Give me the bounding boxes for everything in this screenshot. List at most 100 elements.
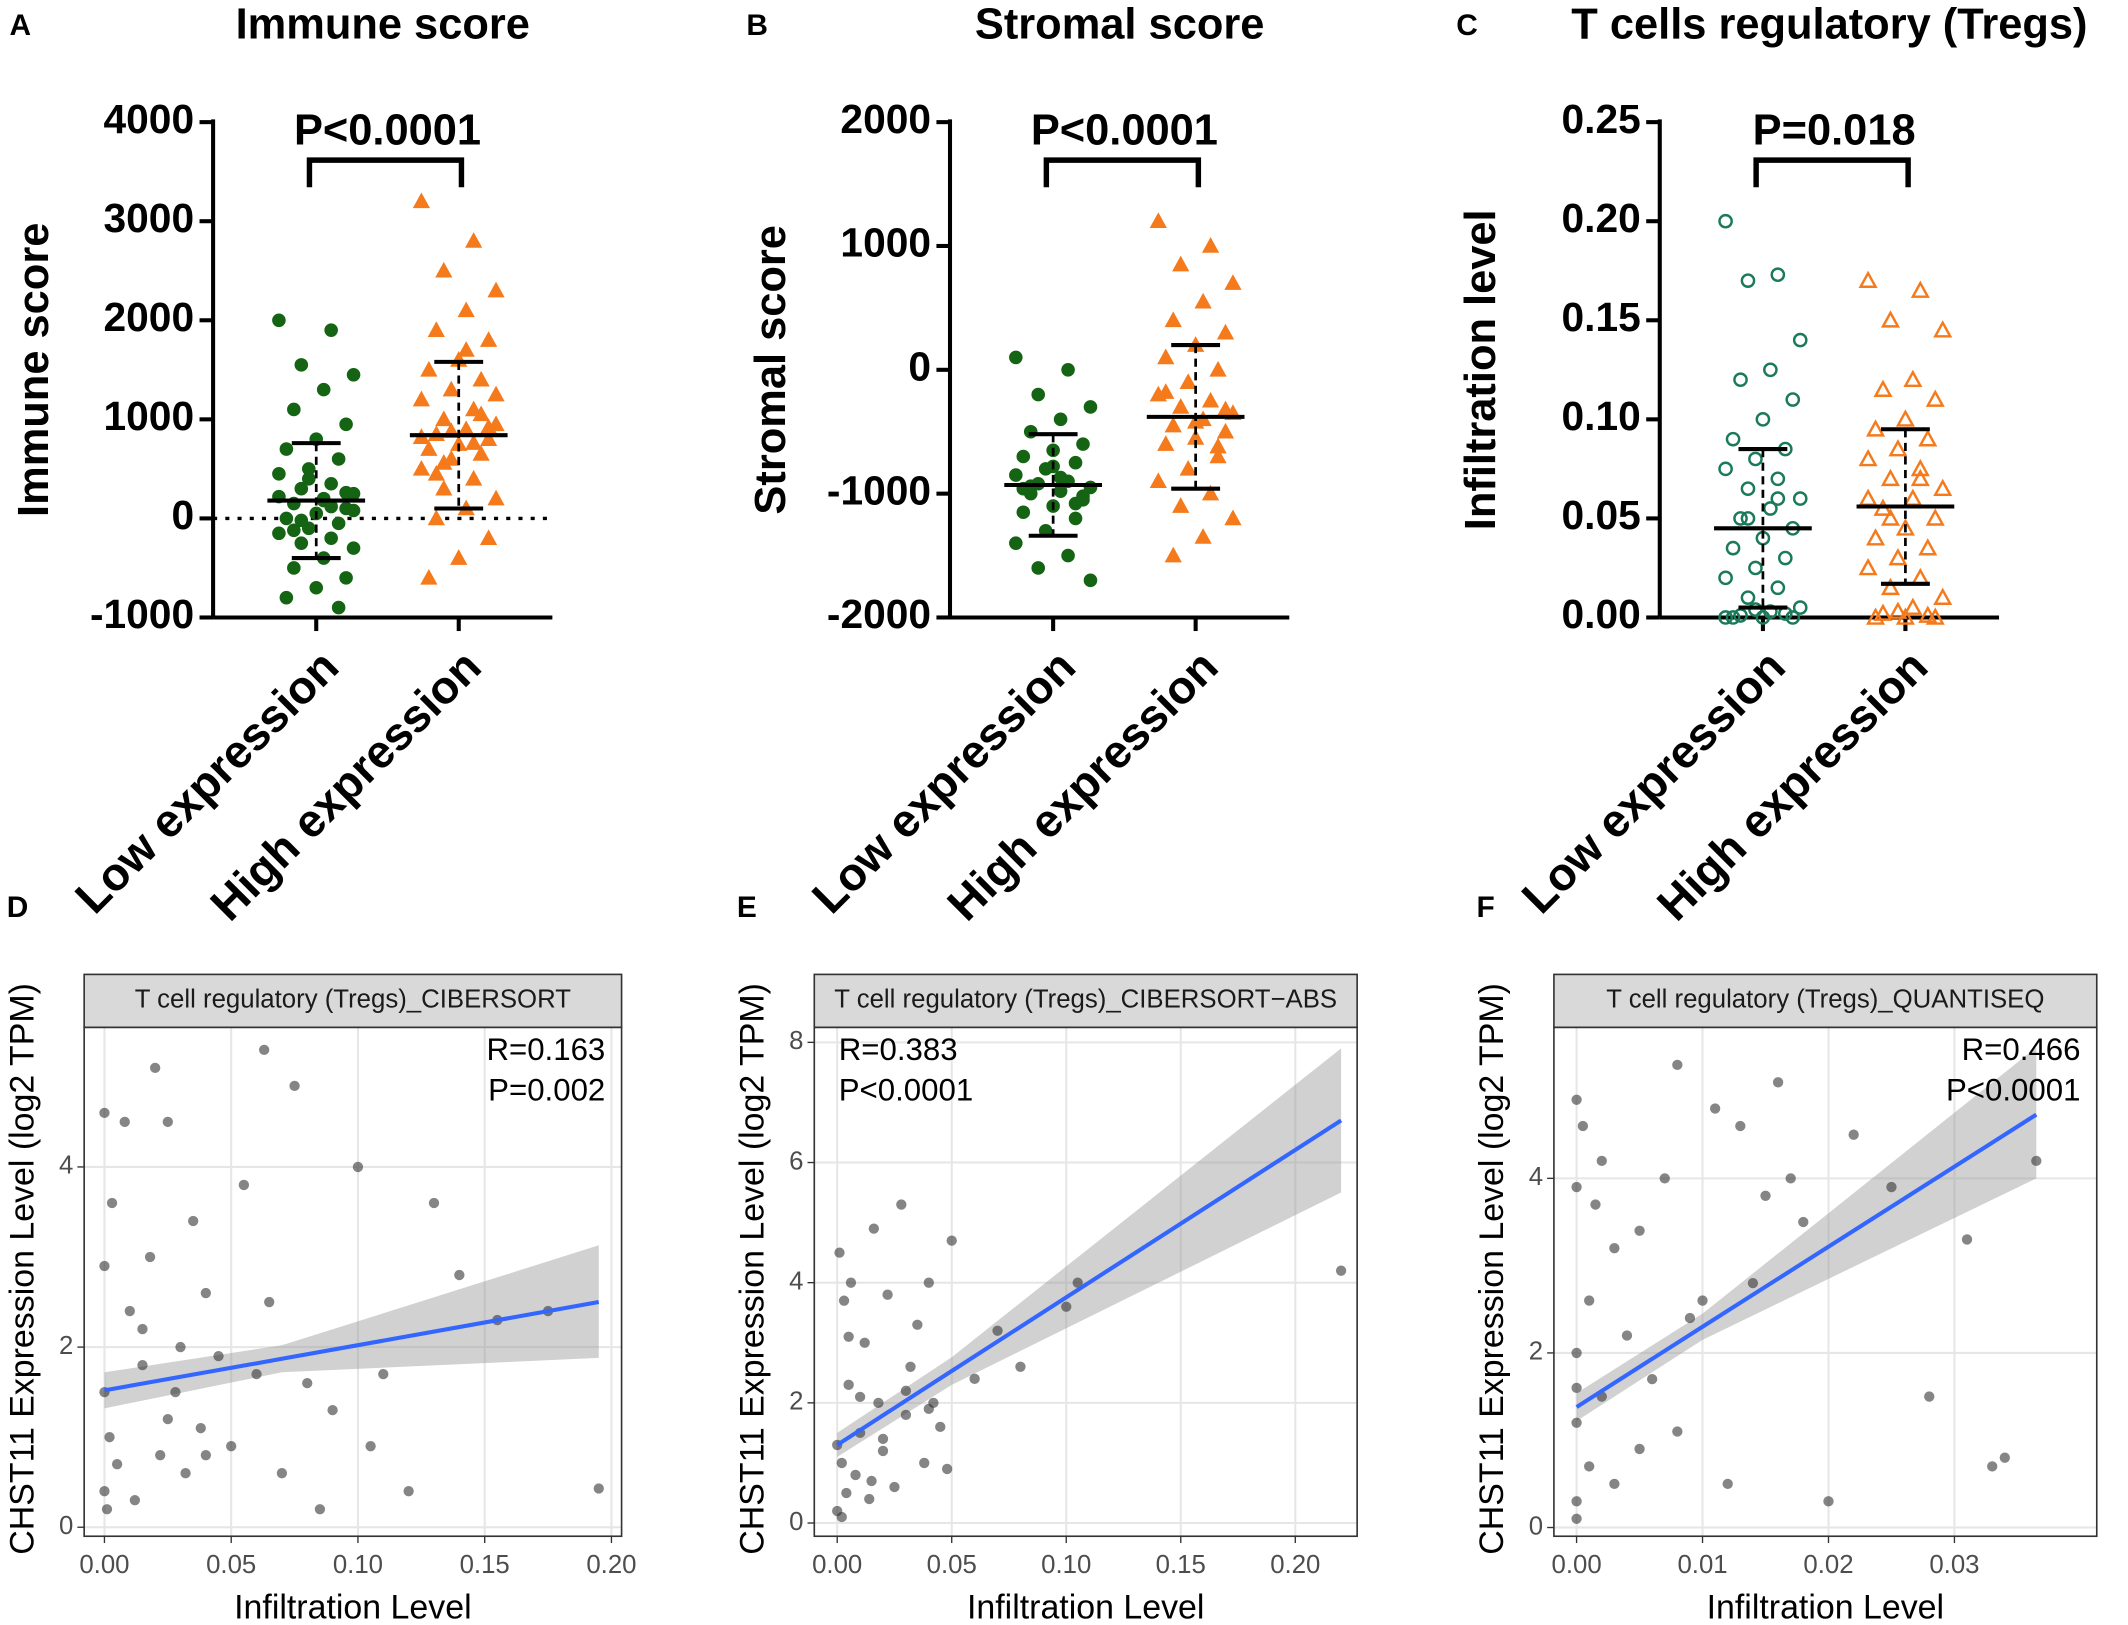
data-point xyxy=(1577,1120,1589,1132)
data-point xyxy=(1770,580,1786,596)
data-point xyxy=(1886,1181,1897,1193)
data-point xyxy=(435,261,453,278)
data-point xyxy=(427,464,445,481)
y-tick-label: 8 xyxy=(789,1027,803,1055)
data-point xyxy=(900,1385,912,1396)
data-point xyxy=(378,1368,389,1380)
data-point xyxy=(412,390,431,407)
data-point xyxy=(1596,1155,1607,1167)
data-point xyxy=(1609,1243,1620,1254)
stat-label: P=0.002 xyxy=(488,1073,605,1108)
data-point xyxy=(1031,387,1046,402)
data-point xyxy=(442,380,460,397)
data-point xyxy=(1179,460,1197,476)
y-tick-label: 6 xyxy=(789,1147,803,1175)
data-point xyxy=(1888,548,1908,566)
data-point xyxy=(1172,398,1190,414)
strip-title: T cell regulatory (Tregs)_CIBERSORT−ABS xyxy=(834,986,1337,1014)
data-point xyxy=(1718,570,1733,586)
data-point xyxy=(873,1397,884,1409)
data-point xyxy=(1961,1234,1973,1245)
data-point xyxy=(331,516,346,531)
data-point xyxy=(841,1487,852,1499)
stat-label: R=0.163 xyxy=(486,1032,605,1067)
data-point xyxy=(1740,511,1756,526)
data-point xyxy=(1061,363,1075,377)
y-tick-label: 4 xyxy=(789,1268,803,1296)
data-point xyxy=(1823,1496,1834,1507)
data-point xyxy=(1609,1478,1620,1490)
data-point xyxy=(1910,458,1930,477)
x-tick-label: 0.05 xyxy=(927,1551,977,1579)
data-point xyxy=(1053,470,1068,485)
data-point xyxy=(119,1116,130,1128)
data-point xyxy=(200,1450,212,1461)
stat-label: P<0.0001 xyxy=(1946,1073,2080,1108)
data-point xyxy=(420,568,438,585)
y-tick-label: 2000 xyxy=(840,96,931,142)
data-point xyxy=(276,1468,288,1479)
fit-line xyxy=(104,1300,600,1393)
data-point xyxy=(843,1379,854,1390)
data-point xyxy=(1895,409,1915,427)
data-point xyxy=(1149,212,1167,228)
data-point xyxy=(1755,412,1771,427)
data-point xyxy=(912,1319,923,1330)
y-tick-label: 4 xyxy=(1529,1163,1543,1191)
y-axis-label: Immune score xyxy=(10,223,58,517)
significance-label: P<0.0001 xyxy=(294,106,481,154)
data-point xyxy=(1157,435,1175,451)
y-tick-label: 2000 xyxy=(104,294,195,340)
data-point xyxy=(1910,468,1930,487)
y-tick-label: 0.25 xyxy=(1562,96,1641,142)
data-point xyxy=(1725,431,1741,447)
data-point xyxy=(104,1432,115,1443)
y-axis-label: CHST11 Expression Level (log2 TPM) xyxy=(1473,983,1511,1555)
data-point xyxy=(1172,255,1190,272)
data-point xyxy=(1571,1417,1582,1428)
x-axis-label: Infiltration Level xyxy=(234,1588,471,1625)
data-point xyxy=(889,1481,900,1493)
data-point xyxy=(1201,237,1220,253)
data-point xyxy=(992,1325,1003,1336)
x-tick-label: 0.02 xyxy=(1803,1551,1853,1579)
data-point xyxy=(327,1404,338,1416)
data-point xyxy=(854,1391,866,1403)
data-point xyxy=(1866,528,1886,546)
y-axis-label: Infiltration level xyxy=(1457,209,1505,530)
data-point xyxy=(843,1331,854,1342)
data-point xyxy=(1748,451,1763,467)
data-point xyxy=(1684,1312,1696,1324)
data-point xyxy=(1873,379,1893,397)
data-point xyxy=(1634,1225,1645,1236)
y-tick-label: 4 xyxy=(59,1152,73,1180)
data-point xyxy=(99,1260,110,1272)
data-point xyxy=(1061,1301,1072,1312)
data-point xyxy=(1083,573,1098,588)
data-point xyxy=(1194,528,1212,544)
data-point xyxy=(287,561,301,575)
data-point xyxy=(155,1450,166,1461)
data-point xyxy=(838,1295,850,1306)
data-point xyxy=(1335,1265,1347,1276)
data-point xyxy=(859,1337,870,1348)
data-point xyxy=(1858,448,1878,467)
data-point xyxy=(1053,412,1068,427)
data-point xyxy=(1933,320,1953,338)
data-point xyxy=(1164,546,1182,563)
data-point xyxy=(346,541,361,555)
data-point xyxy=(1076,437,1090,451)
data-point xyxy=(99,1486,110,1497)
data-point xyxy=(188,1215,199,1227)
data-point xyxy=(137,1359,148,1371)
data-point xyxy=(1718,213,1733,229)
significance-bracket xyxy=(1753,157,1911,188)
data-point xyxy=(1718,610,1733,625)
data-point xyxy=(1733,372,1748,388)
panel-label: F xyxy=(1477,891,1495,924)
data-point xyxy=(1718,461,1733,477)
x-tick-label: 0.10 xyxy=(1041,1551,1091,1579)
strip xyxy=(1553,973,2098,1029)
panel-label: E xyxy=(737,891,757,924)
y-tick-label: 0 xyxy=(171,492,194,538)
